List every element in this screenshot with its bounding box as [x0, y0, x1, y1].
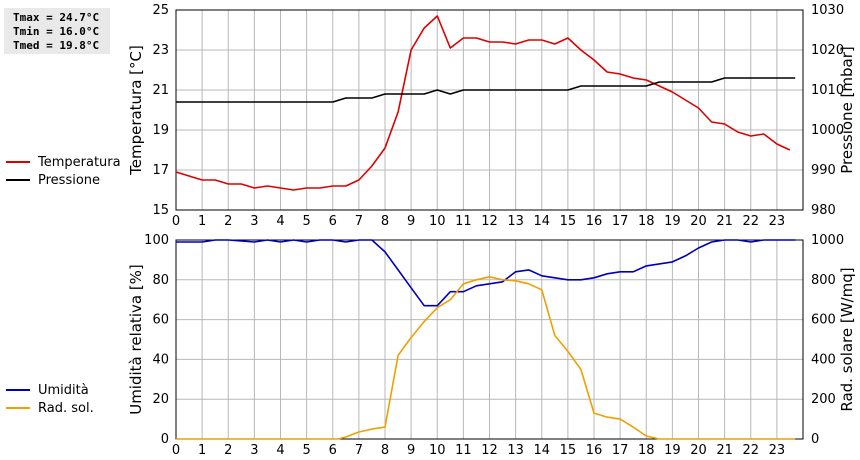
x-tick-label: 16 — [586, 443, 603, 458]
x-tick-label: 19 — [664, 214, 681, 229]
x-tick-label: 18 — [638, 214, 655, 229]
x-tick-label: 6 — [329, 443, 337, 458]
left-tick-label: 23 — [152, 43, 169, 58]
x-tick-label: 22 — [742, 443, 759, 458]
legend-label: Umidità — [38, 383, 89, 398]
legend-label: Pressione — [38, 173, 100, 188]
series-line — [176, 275, 796, 440]
x-tick-label: 2 — [224, 214, 232, 229]
right-tick-label: 0 — [811, 432, 819, 447]
right-tick-label: 1010 — [811, 83, 844, 98]
left-tick-label: 60 — [152, 313, 169, 328]
left-tick-label: 100 — [144, 233, 169, 248]
x-tick-label: 13 — [507, 443, 524, 458]
left-tick-label: 0 — [161, 432, 169, 447]
x-tick-label: 9 — [407, 443, 415, 458]
x-tick-label: 4 — [276, 443, 284, 458]
x-tick-label: 18 — [638, 443, 655, 458]
x-tick-label: 9 — [407, 214, 415, 229]
x-tick-label: 8 — [381, 214, 389, 229]
right-tick-label: 600 — [811, 313, 836, 328]
x-tick-label: 14 — [533, 214, 550, 229]
x-tick-label: 0 — [172, 443, 180, 458]
right-tick-label: 200 — [811, 392, 836, 407]
x-tick-label: 11 — [455, 214, 472, 229]
x-tick-label: 17 — [612, 214, 629, 229]
series-line — [176, 77, 796, 103]
x-tick-label: 12 — [481, 443, 498, 458]
x-tick-label: 2 — [224, 443, 232, 458]
x-tick-label: 21 — [716, 443, 733, 458]
series-line — [175, 15, 791, 191]
right-tick-label: 400 — [811, 352, 836, 367]
x-tick-label: 15 — [560, 214, 577, 229]
x-tick-label: 10 — [429, 443, 446, 458]
x-tick-label: 23 — [769, 214, 786, 229]
x-tick-label: 20 — [690, 214, 707, 229]
legend-label: Temperatura — [37, 155, 121, 170]
right-tick-label: 1000 — [811, 233, 844, 248]
right-tick-label: 990 — [811, 163, 836, 178]
x-tick-label: 11 — [455, 443, 472, 458]
x-tick-label: 4 — [276, 214, 284, 229]
x-tick-label: 7 — [355, 214, 363, 229]
x-tick-label: 0 — [172, 214, 180, 229]
right-axis-label: Pressione [mbar] — [838, 46, 856, 174]
left-tick-label: 40 — [152, 352, 169, 367]
left-tick-label: 15 — [152, 203, 169, 218]
right-tick-label: 800 — [811, 273, 836, 288]
right-tick-label: 1030 — [811, 3, 844, 18]
tmax-label: Tmax = 24.7°C — [13, 11, 100, 24]
right-tick-label: 1000 — [811, 123, 844, 138]
x-tick-label: 3 — [250, 443, 258, 458]
left-axis-label: Temperatura [°C] — [127, 45, 145, 176]
x-tick-label: 20 — [690, 443, 707, 458]
tmed-label: Tmed = 19.8°C — [13, 39, 100, 52]
x-tick-label: 6 — [329, 214, 337, 229]
x-tick-label: 16 — [586, 214, 603, 229]
series-line — [176, 239, 796, 307]
x-tick-label: 13 — [507, 214, 524, 229]
x-tick-label: 5 — [302, 443, 310, 458]
plot-frame — [175, 239, 804, 440]
left-tick-label: 20 — [152, 392, 169, 407]
x-tick-label: 5 — [302, 214, 310, 229]
left-tick-label: 19 — [152, 123, 169, 138]
x-tick-label: 7 — [355, 443, 363, 458]
plot-frame — [175, 9, 804, 211]
x-tick-label: 1 — [198, 443, 206, 458]
x-tick-label: 8 — [381, 443, 389, 458]
x-tick-label: 15 — [560, 443, 577, 458]
left-axis-label: Umidità relativa [%] — [127, 264, 145, 415]
x-tick-label: 14 — [533, 443, 550, 458]
left-tick-label: 17 — [152, 163, 169, 178]
left-tick-label: 80 — [152, 273, 169, 288]
x-tick-label: 22 — [742, 214, 759, 229]
left-tick-label: 25 — [152, 3, 169, 18]
x-tick-label: 3 — [250, 214, 258, 229]
stats-box: Tmax = 24.7°C Tmin = 16.0°C Tmed = 19.8°… — [4, 8, 110, 54]
right-axis-label: Rad. solare [W/mq] — [838, 267, 856, 411]
x-tick-label: 19 — [664, 443, 681, 458]
tmin-label: Tmin = 16.0°C — [13, 25, 100, 38]
x-tick-label: 10 — [429, 214, 446, 229]
x-tick-label: 12 — [481, 214, 498, 229]
x-tick-label: 23 — [769, 443, 786, 458]
right-tick-label: 980 — [811, 203, 836, 218]
left-tick-label: 21 — [152, 83, 169, 98]
x-tick-label: 1 — [198, 214, 206, 229]
legend-label: Rad. sol. — [38, 401, 94, 416]
x-tick-label: 21 — [716, 214, 733, 229]
right-tick-label: 1020 — [811, 43, 844, 58]
x-tick-label: 17 — [612, 443, 629, 458]
